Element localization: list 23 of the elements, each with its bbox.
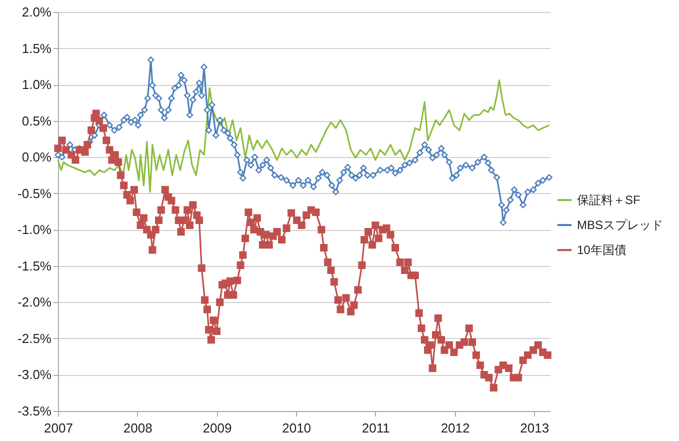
x-tick-label: 2013 xyxy=(520,420,550,436)
y-tick-label: -0.5% xyxy=(18,186,52,201)
y-tick-label: 1.0% xyxy=(22,77,52,92)
x-tick-label: 2012 xyxy=(440,420,470,436)
y-tick-label: -2.0% xyxy=(18,294,52,310)
x-tick-label: 2011 xyxy=(362,420,390,436)
y-tick-label: 0.5% xyxy=(22,113,52,128)
y-tick-label: -1.0% xyxy=(18,222,52,238)
y-tick-label: -3.5% xyxy=(18,404,52,418)
legend-label: MBSスプレッド xyxy=(577,218,664,232)
y-tick-label: -2.5% xyxy=(18,330,52,346)
x-tick-label: 2007 xyxy=(44,420,73,436)
x-tick-label: 2010 xyxy=(282,420,312,436)
y-tick-label: 2.0% xyxy=(22,4,52,20)
y-tick-label: -3.0% xyxy=(18,367,52,382)
x-tick-label: 2008 xyxy=(123,420,152,436)
y-tick-label: -1.5% xyxy=(18,258,52,274)
y-tick-label: 0.0% xyxy=(22,150,52,165)
line-series xyxy=(57,79,550,193)
legend-label: 保証料＋SF xyxy=(577,193,640,208)
x-tick-label: 2009 xyxy=(202,420,232,436)
legend-label: 10年国債 xyxy=(577,243,626,258)
y-tick-label: 1.5% xyxy=(22,40,52,56)
